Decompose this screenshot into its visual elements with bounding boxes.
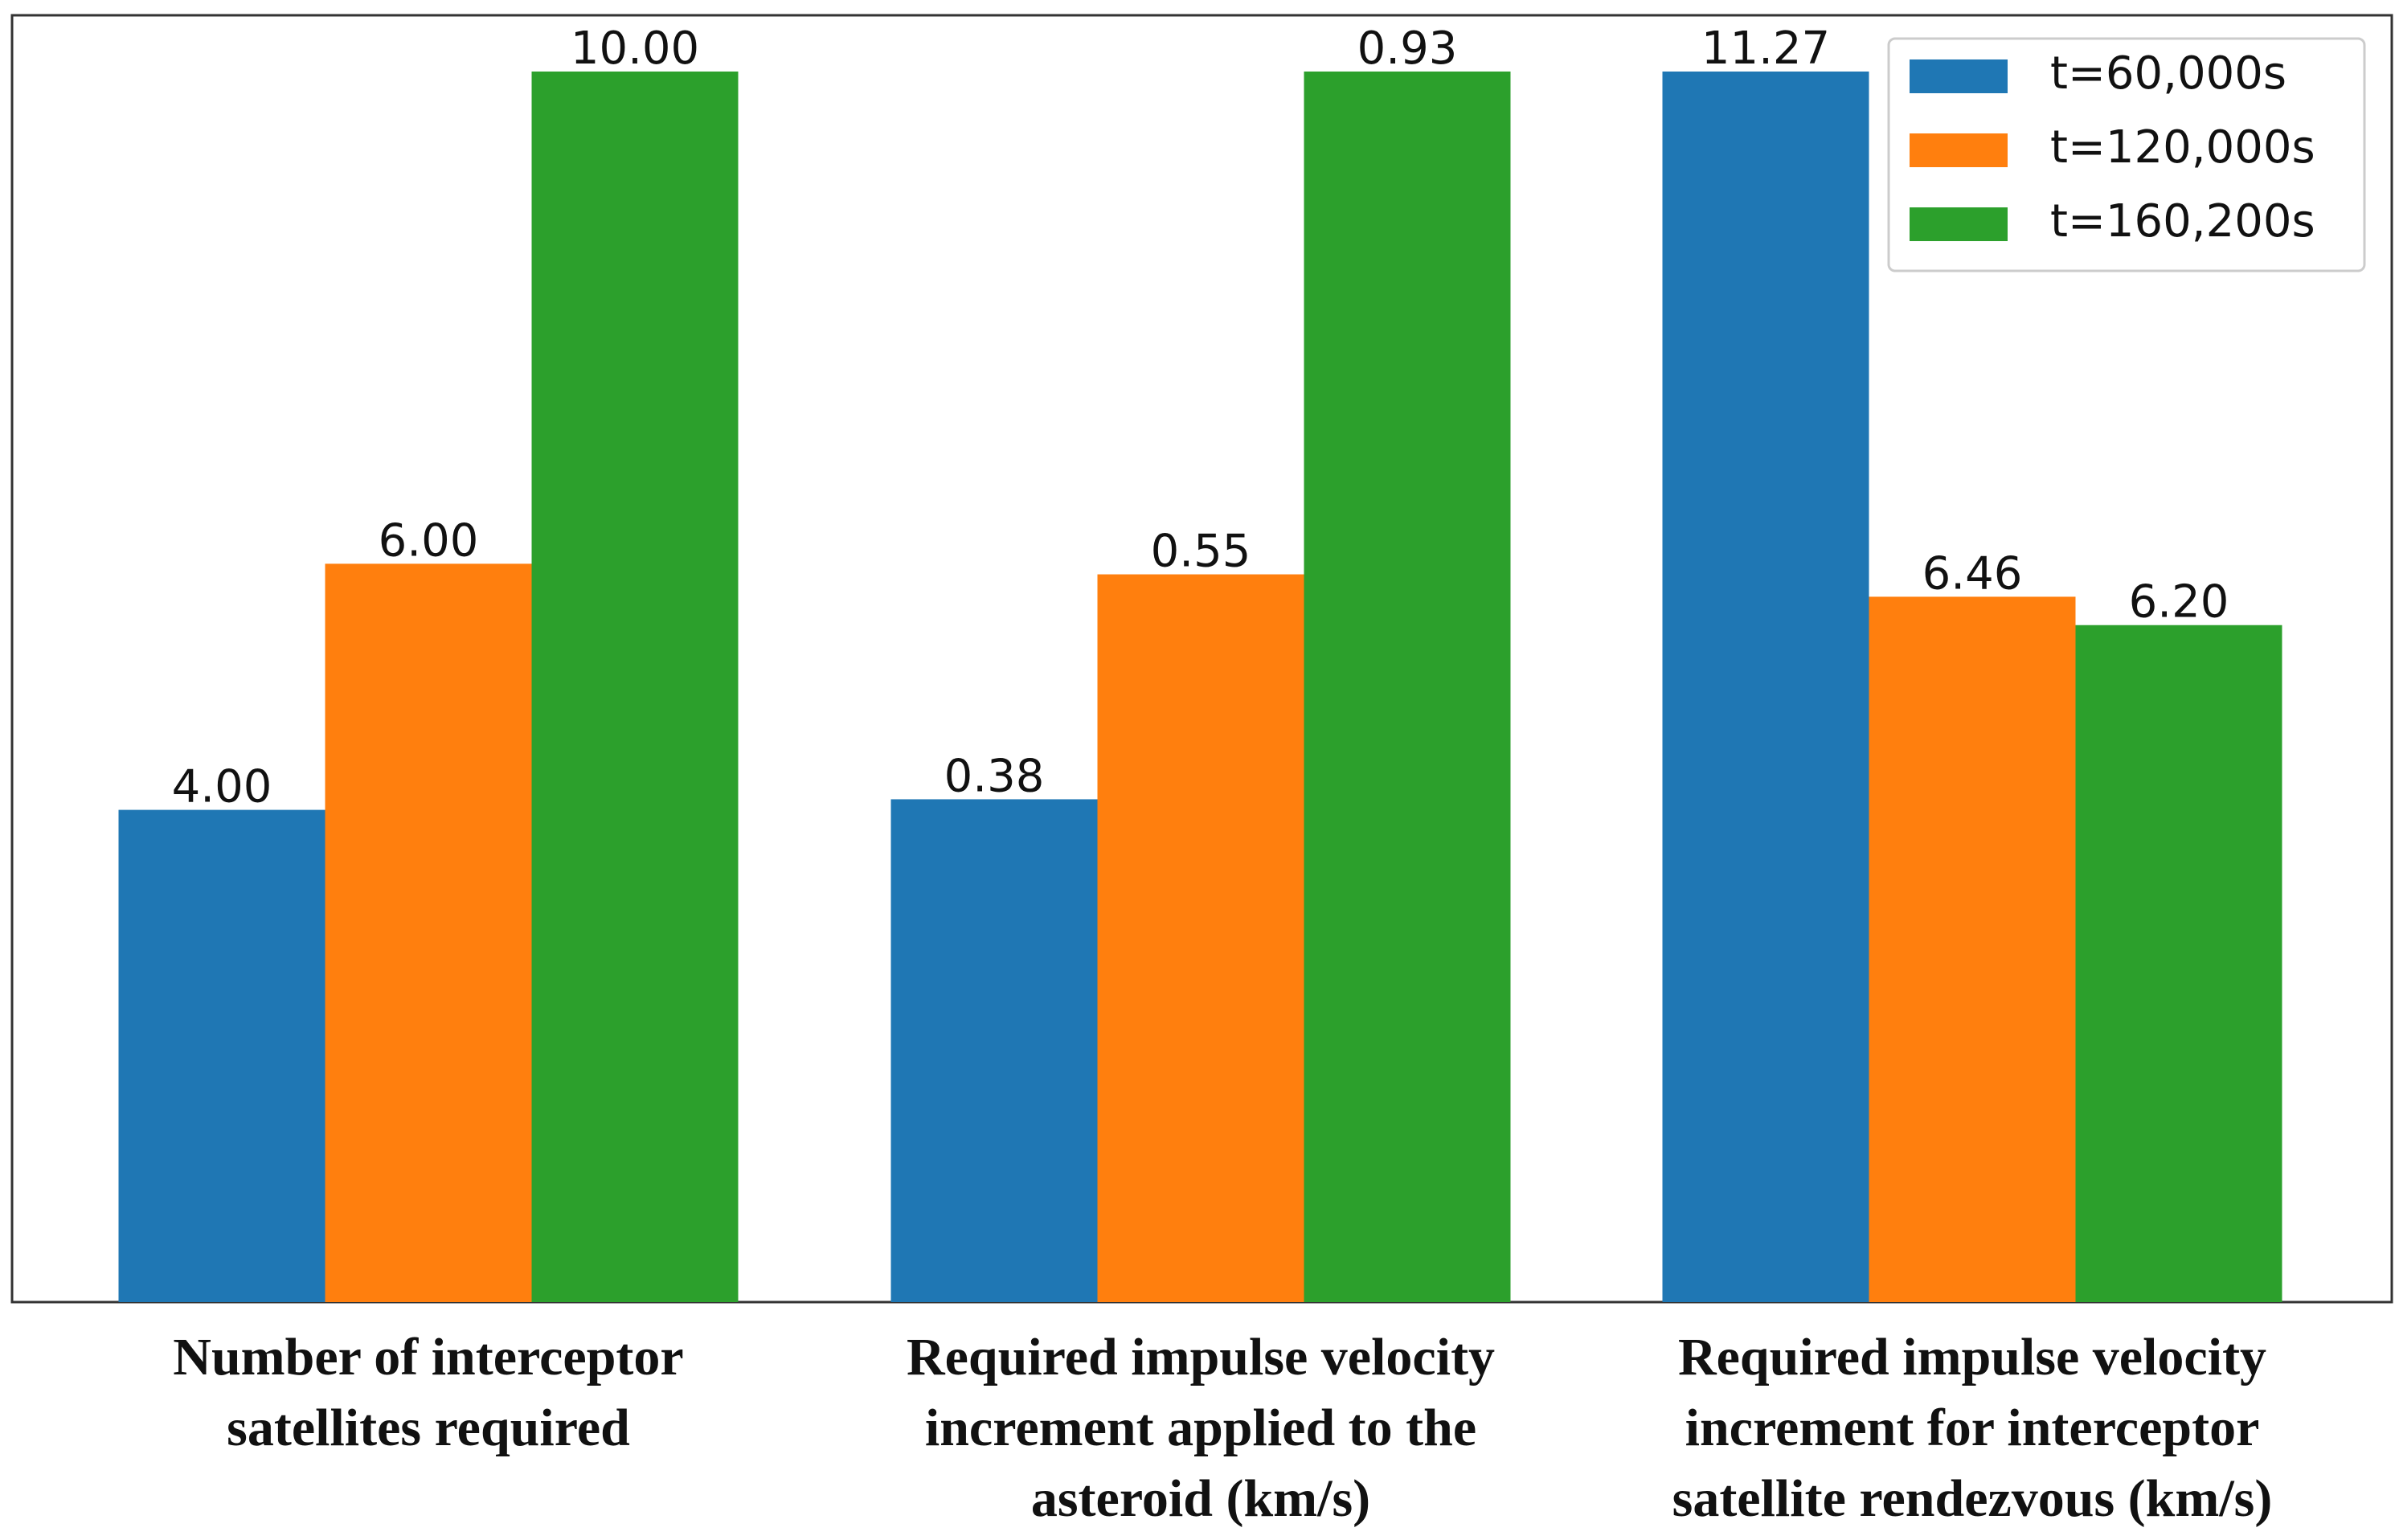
bar <box>890 799 1098 1302</box>
legend-swatch <box>1910 59 2008 93</box>
x-tick-label: Number of interceptor <box>173 1328 683 1386</box>
x-tick-label: asteroid (km/s) <box>1031 1469 1370 1528</box>
bar <box>1662 72 1869 1302</box>
value-label: 0.93 <box>1357 23 1458 75</box>
bar <box>531 72 739 1302</box>
value-label: 0.38 <box>944 750 1045 802</box>
legend-label: t=120,000s <box>2050 121 2315 174</box>
legend-swatch <box>1910 133 2008 167</box>
value-label: 10.00 <box>571 23 699 75</box>
x-tick-label: Required impulse velocity <box>1678 1328 2266 1386</box>
value-label: 6.46 <box>1922 547 2023 600</box>
x-tick-label: satellite rendezvous (km/s) <box>1672 1469 2273 1528</box>
value-label: 6.20 <box>2129 576 2229 629</box>
bar <box>1304 72 1511 1302</box>
legend-label: t=60,000s <box>2050 47 2286 100</box>
value-label: 0.55 <box>1151 526 1251 578</box>
x-tick-label: increment applied to the <box>925 1399 1476 1457</box>
x-tick-label: satellites required <box>227 1399 630 1457</box>
legend-swatch <box>1910 207 2008 241</box>
bar <box>2075 625 2282 1302</box>
bar <box>1097 574 1304 1302</box>
x-tick-label: Required impulse velocity <box>907 1328 1495 1386</box>
bar <box>325 563 532 1302</box>
bar <box>118 809 325 1302</box>
legend-label: t=160,200s <box>2050 195 2315 248</box>
value-label: 11.27 <box>1701 23 1830 75</box>
x-tick-label: increment for interceptor <box>1685 1399 2260 1457</box>
value-label: 4.00 <box>172 761 272 813</box>
bar <box>1869 596 2076 1302</box>
value-label: 6.00 <box>379 514 479 567</box>
